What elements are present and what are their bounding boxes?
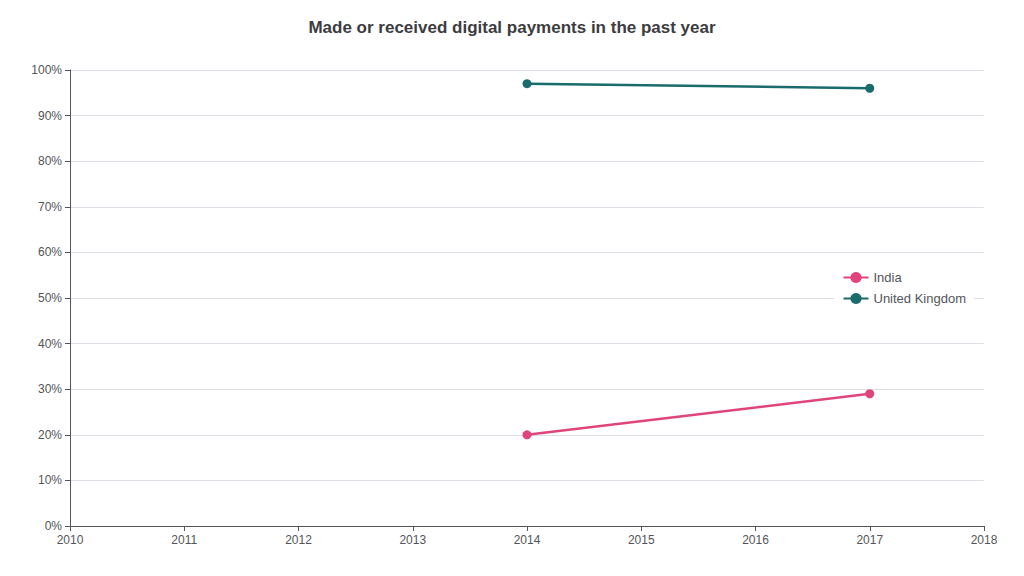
svg-text:2014: 2014: [514, 533, 541, 547]
svg-text:2012: 2012: [285, 533, 312, 547]
svg-text:2016: 2016: [742, 533, 769, 547]
svg-text:0%: 0%: [45, 519, 63, 533]
svg-text:2010: 2010: [57, 533, 84, 547]
svg-text:30%: 30%: [38, 382, 62, 396]
svg-text:United Kingdom: United Kingdom: [874, 291, 967, 306]
svg-text:80%: 80%: [38, 154, 62, 168]
svg-text:70%: 70%: [38, 200, 62, 214]
svg-text:50%: 50%: [38, 291, 62, 305]
svg-text:60%: 60%: [38, 245, 62, 259]
svg-text:10%: 10%: [38, 473, 62, 487]
svg-text:90%: 90%: [38, 109, 62, 123]
svg-text:2013: 2013: [399, 533, 426, 547]
svg-text:Made or received digital payme: Made or received digital payments in the…: [308, 18, 716, 37]
svg-text:2015: 2015: [628, 533, 655, 547]
svg-text:India: India: [874, 270, 903, 285]
svg-text:20%: 20%: [38, 428, 62, 442]
svg-text:40%: 40%: [38, 337, 62, 351]
svg-text:2017: 2017: [856, 533, 883, 547]
svg-text:100%: 100%: [31, 63, 62, 77]
svg-text:2011: 2011: [171, 533, 197, 547]
svg-text:2018: 2018: [971, 533, 998, 547]
